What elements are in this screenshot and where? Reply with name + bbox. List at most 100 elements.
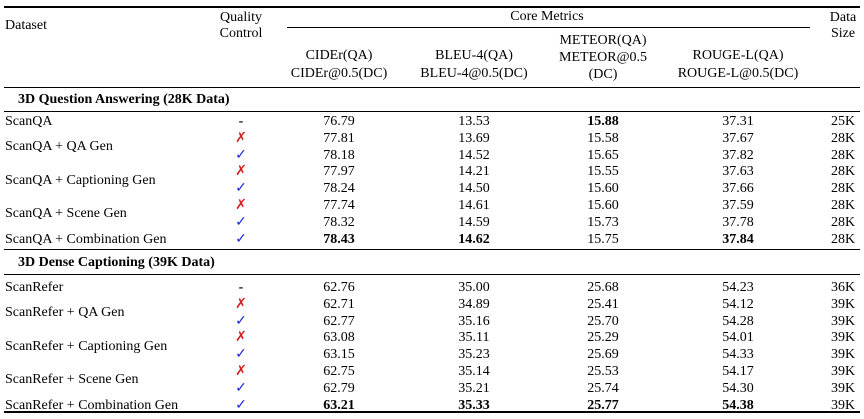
- rouge-value: 54.33: [722, 347, 754, 363]
- bleu-value: 35.16: [458, 313, 490, 329]
- check-icon: ✓: [235, 313, 247, 329]
- data-size-value: 39K: [830, 313, 856, 329]
- data-size-value: 39K: [830, 347, 856, 363]
- rouge-value: 54.17: [722, 364, 754, 379]
- cider-value: 63.15: [323, 347, 355, 363]
- dataset-name: ScanQA + Scene Gen: [5, 206, 127, 222]
- meteor-value: 15.55: [587, 164, 619, 180]
- rouge-value: 37.67: [722, 130, 754, 146]
- data-size-value: 28K: [830, 231, 856, 247]
- check-icon: ✓: [235, 347, 247, 363]
- rouge-value: 37.84: [722, 231, 754, 247]
- bleu-value: 35.14: [458, 364, 490, 379]
- dataset-name: ScanRefer: [5, 280, 64, 295]
- check-icon: ✓: [235, 214, 247, 230]
- cider-value: 77.97: [323, 164, 355, 180]
- cross-icon: ✗: [235, 330, 247, 346]
- cider-value: 78.18: [323, 147, 355, 163]
- rouge-value: 54.38: [722, 397, 754, 413]
- meteor-value: 15.60: [587, 181, 619, 197]
- cross-icon: ✗: [235, 296, 247, 312]
- cider-value: 62.75: [323, 364, 355, 379]
- dataset-name: ScanRefer + Combination Gen: [5, 397, 179, 413]
- section-title-qa: 3D Question Answering (28K Data): [18, 92, 230, 107]
- data-size-value: 39K: [830, 380, 856, 396]
- meteor-value: 25.68: [587, 280, 619, 295]
- rouge-value: 37.82: [722, 147, 754, 163]
- bleu-value: 14.59: [458, 214, 490, 230]
- cider-value: 78.24: [323, 181, 355, 197]
- cider-value: 77.81: [323, 130, 355, 146]
- data-size-value: 28K: [830, 198, 856, 213]
- dataset-name: ScanQA + QA Gen: [5, 139, 113, 155]
- rouge-value: 37.63: [722, 164, 754, 180]
- bleu-value: 13.53: [458, 114, 490, 129]
- section-rule-2: [4, 274, 860, 275]
- header-data-size-2: Size: [830, 26, 856, 41]
- cross-icon: ✗: [235, 364, 247, 379]
- bleu-value: 14.62: [458, 231, 490, 247]
- bleu-value: 35.11: [458, 330, 490, 346]
- bleu-value: 13.69: [458, 130, 490, 146]
- data-size-value: 28K: [830, 214, 856, 230]
- header-cider-1: CIDEr(QA): [305, 48, 373, 63]
- meteor-value: 15.65: [587, 147, 619, 163]
- header-quality-control-1: Quality: [220, 10, 262, 25]
- section-divider-rule: [4, 249, 860, 250]
- section-title-dc: 3D Dense Captioning (39K Data): [18, 255, 215, 270]
- rouge-value: 54.23: [722, 280, 754, 295]
- meteor-value: 15.88: [587, 114, 619, 129]
- data-size-value: 39K: [830, 397, 856, 413]
- data-size-value: 39K: [830, 330, 856, 346]
- data-size-value: 36K: [830, 280, 856, 295]
- header-rouge-1: ROUGE-L(QA): [692, 48, 784, 63]
- check-icon: ✓: [235, 397, 247, 413]
- check-icon: ✓: [235, 147, 247, 163]
- rouge-value: 54.01: [722, 330, 754, 346]
- bleu-value: 35.23: [458, 347, 490, 363]
- header-quality-control-2: Control: [219, 26, 263, 41]
- bleu-value: 14.61: [458, 198, 490, 213]
- meteor-value: 25.77: [587, 397, 619, 413]
- dataset-name: ScanRefer + Scene Gen: [5, 372, 139, 388]
- cider-value: 76.79: [323, 114, 355, 129]
- header-dataset: Dataset: [5, 18, 47, 33]
- data-size-value: 39K: [830, 364, 856, 379]
- header-meteor-1: METEOR(QA): [559, 33, 647, 48]
- check-icon: ✓: [235, 181, 247, 197]
- header-rule: [4, 87, 860, 88]
- data-size-value: 25K: [830, 114, 856, 129]
- meteor-value: 15.73: [587, 214, 619, 230]
- bleu-value: 35.21: [458, 380, 490, 396]
- bleu-value: 34.89: [458, 296, 490, 312]
- cider-value: 78.43: [323, 231, 355, 247]
- bleu-value: 35.33: [458, 397, 490, 413]
- meteor-value: 25.69: [587, 347, 619, 363]
- dataset-name: ScanRefer + Captioning Gen: [5, 338, 168, 354]
- rouge-value: 54.28: [722, 313, 754, 329]
- header-core-metrics: Core Metrics: [510, 9, 584, 24]
- meteor-value: 25.74: [587, 380, 619, 396]
- check-icon: ✓: [235, 380, 247, 396]
- dataset-name: ScanQA + Captioning Gen: [5, 172, 156, 188]
- cider-value: 62.77: [323, 313, 355, 329]
- bleu-value: 14.52: [458, 147, 490, 163]
- meteor-value: 15.58: [587, 130, 619, 146]
- cider-value: 78.32: [323, 214, 355, 230]
- cider-value: 62.76: [323, 280, 355, 295]
- dash-mark: -: [238, 280, 244, 295]
- cross-icon: ✗: [235, 198, 247, 213]
- rouge-value: 37.31: [722, 114, 754, 129]
- dash-mark: -: [238, 114, 244, 129]
- header-meteor-3: (DC): [588, 67, 618, 82]
- meteor-value: 25.41: [587, 296, 619, 312]
- meteor-value: 25.70: [587, 313, 619, 329]
- header-bleu-1: BLEU-4(QA): [435, 48, 513, 63]
- cross-icon: ✗: [235, 130, 247, 146]
- rouge-value: 54.30: [722, 380, 754, 396]
- rouge-value: 37.59: [722, 198, 754, 213]
- bleu-value: 35.00: [458, 280, 490, 295]
- cider-value: 63.21: [323, 397, 355, 413]
- cross-icon: ✗: [235, 164, 247, 180]
